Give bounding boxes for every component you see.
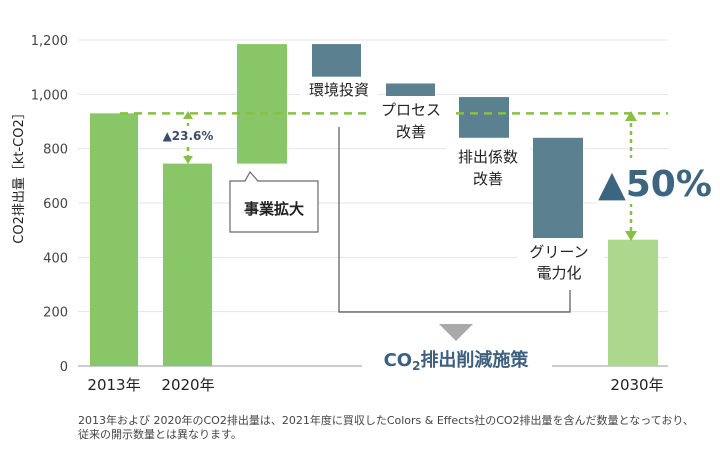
reduction-bracket <box>338 127 571 313</box>
bar-reduction-4 <box>386 83 435 98</box>
reduction-group-label: CO2排出削減施策 <box>384 349 530 373</box>
y-axis-label: CO2排出量［kt-CO2］ <box>12 106 27 243</box>
bar-target-7 <box>608 239 658 366</box>
y-tick-label: 600 <box>43 197 68 212</box>
expansion-label: 事業拡大 <box>244 200 304 218</box>
change-label-2030: ▲50% <box>598 164 712 205</box>
footnote: 2013年および 2020年のCO2排出量は、2021年度に買収したColors… <box>78 414 694 441</box>
y-tick-label: 800 <box>43 143 68 158</box>
x-label-2030: 2030年 <box>610 376 663 394</box>
bar-reduction-5 <box>459 97 509 138</box>
bar-total-0 <box>90 113 138 366</box>
green-label-line2: 電力化 <box>536 264 581 282</box>
env-invest-label: 環境投資 <box>309 81 369 99</box>
bars <box>90 44 658 366</box>
y-tick-label: 0 <box>60 360 68 375</box>
y-tick-label: 200 <box>43 306 68 321</box>
y-tick-label: 1,200 <box>31 34 68 49</box>
change-label-2020: ▲23.6% <box>163 129 214 143</box>
bar-total-1 <box>163 163 212 366</box>
factor-label-line1: 排出係数 <box>458 148 518 166</box>
process-label-line2: 改善 <box>396 123 426 141</box>
bar-increase-2 <box>237 44 287 164</box>
expansion-callout <box>229 170 319 233</box>
reduction-arrow-icon <box>439 324 473 341</box>
x-label-2020: 2020年 <box>161 376 214 394</box>
bar-reduction-6 <box>533 137 583 240</box>
bar-reduction-3 <box>312 44 361 77</box>
change-arrow-2020 <box>160 111 222 164</box>
process-label-line1: プロセス <box>381 101 441 119</box>
y-tick-label: 400 <box>43 251 68 266</box>
green-label-line1: グリーン <box>529 243 588 261</box>
x-label-2013: 2013年 <box>87 376 140 394</box>
y-tick-label: 1,000 <box>31 88 68 103</box>
y-axis-tick-labels: 0 200 400 600 800 1,000 1,200 <box>31 34 68 375</box>
change-arrow-2030 <box>597 111 715 241</box>
factor-label-line2: 改善 <box>473 170 503 188</box>
